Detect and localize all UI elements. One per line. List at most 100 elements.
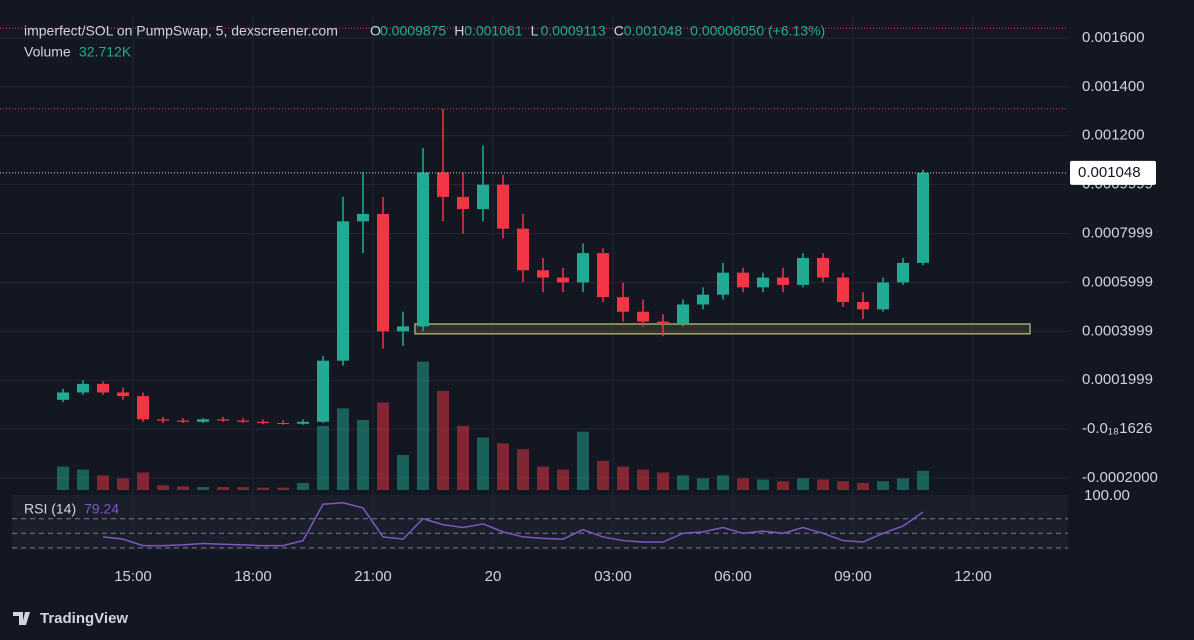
volume-bar: [777, 481, 789, 490]
candle-body: [177, 420, 189, 422]
y-tick-label: 0.0003999: [1082, 322, 1153, 339]
candle-body: [477, 184, 489, 210]
rsi-line: [102, 502, 924, 547]
y-tick-label: -0.0₁₈1626: [1082, 420, 1153, 437]
volume-bar: [237, 487, 249, 490]
volume-bar: [217, 487, 229, 490]
y-tick-label: 0.0007999: [1082, 225, 1153, 242]
candle-body: [97, 383, 109, 393]
volume-value: 32.712K: [79, 44, 132, 60]
volume-bar: [877, 481, 889, 490]
volume-bar: [437, 390, 449, 490]
ohlc-label: H: [454, 23, 464, 39]
rsi-axis-label: 100.00: [1084, 487, 1130, 504]
candle-body: [517, 228, 529, 271]
candle-body: [457, 196, 469, 210]
ohlc-value: 0.001048: [624, 23, 683, 39]
candle-body: [197, 419, 209, 422]
volume-bar: [637, 469, 649, 490]
candle-body: [237, 420, 249, 422]
candle-body: [277, 423, 289, 425]
volume-bar: [397, 455, 409, 490]
volume-bar: [357, 420, 369, 490]
candle-body: [337, 221, 349, 361]
x-tick-label: 20: [485, 568, 502, 585]
zone-box: [414, 323, 1031, 335]
candle-body: [217, 419, 229, 421]
y-tick-label: 0.0001999: [1082, 371, 1153, 388]
volume-bar: [517, 449, 529, 490]
volume-bar: [537, 466, 549, 490]
x-tick-label: 06:00: [714, 568, 752, 585]
x-tick-label: 12:00: [954, 568, 992, 585]
volume-bar: [457, 425, 469, 490]
y-tick-label: 0.001400: [1082, 78, 1145, 95]
candle-body: [797, 258, 809, 285]
candle-body: [917, 172, 929, 263]
volume-bar: [717, 475, 729, 490]
volume-bar: [317, 425, 329, 490]
candle-body: [437, 172, 449, 197]
volume-bar: [57, 466, 69, 490]
rsi-value: 79.24: [84, 501, 119, 517]
volume-bar: [177, 486, 189, 490]
ohlc-value: 0.0009875: [380, 23, 446, 39]
x-tick-label: 21:00: [354, 568, 392, 585]
ohlc-value: 0.0009113: [541, 23, 606, 39]
candle-body: [857, 302, 869, 310]
candle-body: [677, 304, 689, 325]
candle-body: [637, 311, 649, 322]
candle-body: [357, 213, 369, 222]
volume-bar: [257, 487, 269, 490]
volume-bar: [897, 478, 909, 490]
volume-bar: [737, 478, 749, 490]
candle-body: [77, 383, 89, 393]
ohlc-label: O: [370, 23, 381, 39]
volume-bar: [837, 481, 849, 490]
volume-bar: [597, 460, 609, 490]
rsi-label: RSI (14): [24, 501, 76, 517]
volume-bar: [337, 408, 349, 490]
candle-body: [57, 392, 69, 400]
volume-bar: [497, 443, 509, 490]
candle-body: [577, 253, 589, 283]
last-price-label: 0.001048: [1078, 164, 1141, 181]
candle-body: [417, 172, 429, 327]
volume-bar: [137, 472, 149, 490]
candle-body: [137, 396, 149, 420]
volume-bar: [817, 479, 829, 490]
candle-body: [497, 184, 509, 229]
volume-bar: [77, 469, 89, 490]
volume-bar: [277, 487, 289, 490]
change: 0.00006050 (+6.13%): [690, 23, 825, 39]
candle-body: [897, 262, 909, 283]
candle-body: [657, 321, 669, 325]
volume-bar: [377, 402, 389, 490]
y-tick-label: 0.0005999: [1082, 273, 1153, 290]
x-tick-label: 15:00: [114, 568, 152, 585]
logo: TradingView: [13, 610, 128, 627]
candle-body: [837, 277, 849, 303]
y-tick-label: 0.001600: [1082, 29, 1145, 46]
candle-body: [157, 419, 169, 421]
candle-body: [117, 392, 129, 397]
volume-label: Volume: [24, 44, 71, 60]
volume-bar: [157, 485, 169, 490]
candle-body: [557, 277, 569, 283]
x-tick-label: 03:00: [594, 568, 632, 585]
candle-body: [317, 360, 329, 422]
volume-bar: [657, 472, 669, 490]
volume-bar: [697, 478, 709, 490]
y-tick-label: 0.001200: [1082, 127, 1145, 144]
candle-body: [597, 253, 609, 298]
x-tick-label: 18:00: [234, 568, 272, 585]
candle-body: [777, 277, 789, 285]
candle-body: [697, 294, 709, 305]
volume-bar: [417, 361, 429, 490]
candle-body: [397, 326, 409, 332]
volume-bar: [297, 483, 309, 490]
ohlc-label: C: [614, 23, 624, 39]
candle-body: [717, 272, 729, 295]
volume-bar: [757, 479, 769, 490]
